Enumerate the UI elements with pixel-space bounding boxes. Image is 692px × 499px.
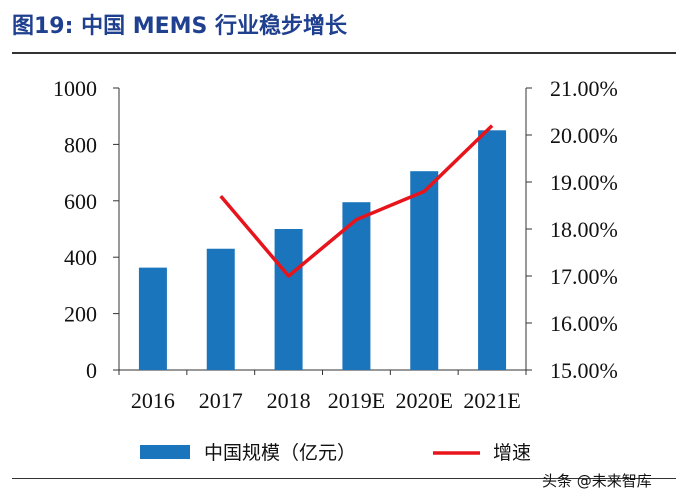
bar-2021E	[478, 130, 507, 370]
right-axis-labels: 15.00% 16.00% 17.00% 18.00% 19.00% 20.00% 21.0…	[550, 76, 618, 383]
left-tick-label: 0	[86, 358, 97, 383]
title-divider	[12, 52, 676, 54]
legend-line-label: 增速	[493, 442, 531, 464]
left-tick-label: 800	[64, 132, 97, 157]
x-tick-label: 2019E	[328, 388, 385, 413]
bar-2016	[138, 267, 167, 370]
x-tick-label: 2020E	[396, 388, 453, 413]
x-tick-label: 2016	[131, 388, 175, 413]
right-tick-label: 19.00%	[550, 170, 618, 195]
legend-bar-label: 中国规模（亿元）	[204, 442, 356, 464]
left-tick-label: 600	[64, 189, 97, 214]
bar-2017	[206, 248, 235, 370]
x-tick-label: 2017	[199, 388, 243, 413]
watermark: 头条 @未来智库	[542, 472, 652, 490]
right-tick-label: 15.00%	[550, 358, 618, 383]
bars	[138, 130, 507, 370]
left-tick-label: 200	[64, 302, 97, 327]
x-tick-label: 2021E	[463, 388, 520, 413]
left-tick-label: 1000	[53, 76, 97, 101]
x-axis-labels: 2016 2017 2018 2019E 2020E 2021E	[131, 388, 521, 413]
left-tick-label: 400	[64, 245, 97, 270]
axes	[113, 87, 532, 375]
bar-2020E	[410, 171, 439, 370]
right-tick-label: 21.00%	[550, 76, 618, 101]
bar-2019E	[342, 202, 371, 370]
right-tick-label: 17.00%	[550, 264, 618, 289]
growth-line	[219, 124, 494, 278]
right-tick-label: 16.00%	[550, 311, 618, 336]
bottom-divider	[12, 478, 676, 479]
legend: 中国规模（亿元） 增速	[140, 442, 531, 464]
figure-title: 图19: 中国 MEMS 行业稳步增长	[12, 14, 348, 39]
right-tick-label: 18.00%	[550, 217, 618, 242]
legend-bar-swatch	[140, 445, 190, 459]
bar-2018	[274, 229, 303, 370]
right-tick-label: 20.00%	[550, 123, 618, 148]
x-tick-label: 2018	[267, 388, 311, 413]
left-axis-labels: 0 200 400 600 800 1000	[53, 76, 97, 383]
